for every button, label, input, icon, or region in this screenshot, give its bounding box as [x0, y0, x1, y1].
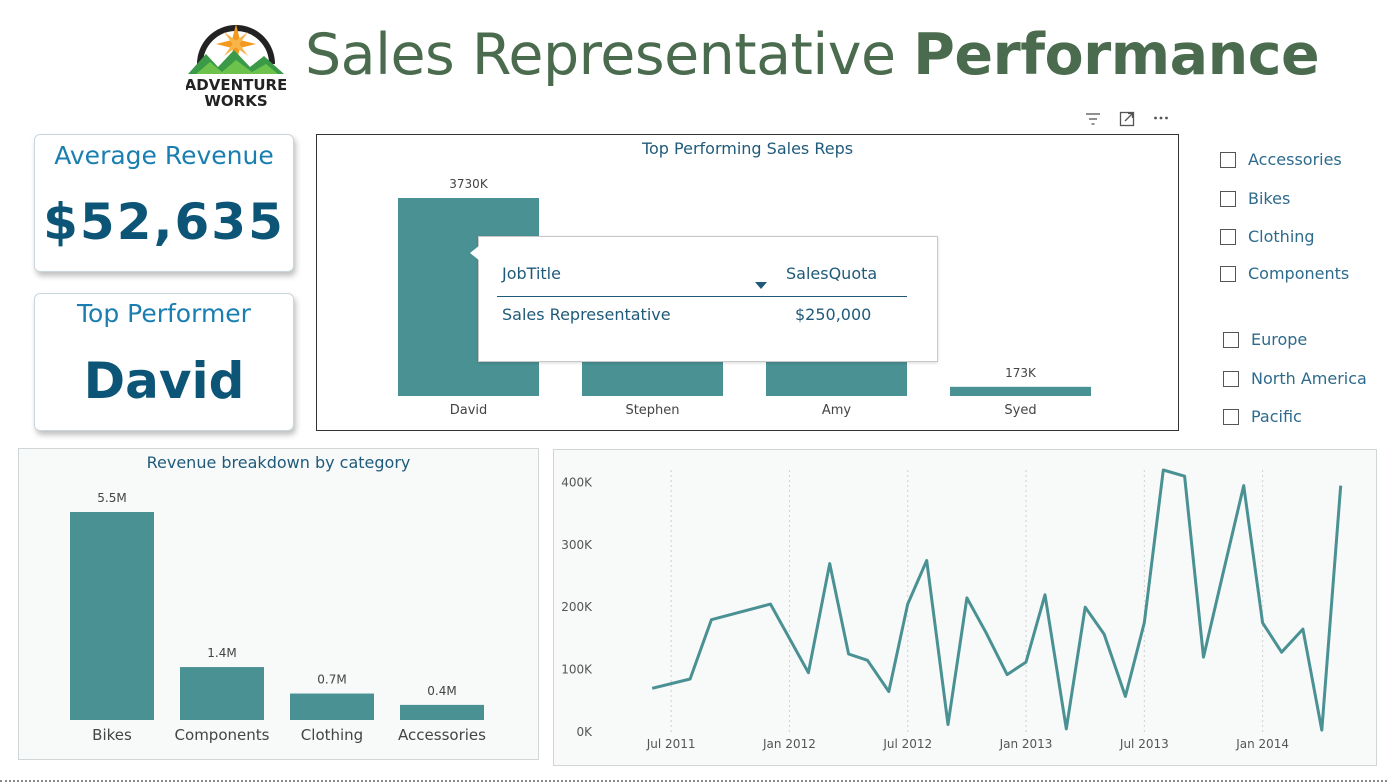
checkbox-icon[interactable] [1223, 408, 1239, 425]
checkbox-icon[interactable] [1220, 265, 1236, 282]
x-tick-label: Jan 2012 [762, 737, 816, 751]
revenue-trend-panel: 0K 100K 200K 300K 400K Jul 2011 Jan 2012 Jul 20… [553, 449, 1377, 766]
x-tick-label: Jan 2014 [1235, 737, 1289, 751]
data-label: 0.7M [317, 673, 346, 687]
category-label: Components [175, 726, 270, 744]
category-label: Accessories [398, 726, 486, 744]
revenue-line[interactable] [651, 468, 1343, 732]
checkbox-icon[interactable] [1220, 228, 1236, 245]
data-label: 3730K [449, 177, 489, 191]
more-options-icon[interactable] [1151, 110, 1171, 128]
logo-text-line2: WORKS [204, 92, 267, 110]
top-sales-reps-title: Top Performing Sales Reps [641, 139, 854, 158]
checkbox-icon[interactable] [1223, 331, 1239, 348]
logo-text-line1: ADVENTURE [186, 76, 286, 94]
slicer-item-accessories[interactable]: Accessories [1220, 150, 1342, 169]
tooltip-value-jobtitle: Sales Representative [502, 305, 671, 324]
tooltip-header-jobtitle: JobTitle [502, 264, 561, 283]
category-label: Bikes [92, 726, 132, 744]
average-revenue-card: Average Revenue $52,635 [34, 134, 294, 272]
focus-mode-icon[interactable] [1117, 110, 1137, 128]
page-bottom-border [0, 780, 1387, 782]
page-title-bold: Performance [913, 22, 1320, 88]
x-tick-label: Jul 2013 [1119, 737, 1169, 751]
bar-accessories[interactable] [400, 704, 484, 720]
page-title-regular: Sales Representative [305, 22, 914, 88]
slicer-label: Europe [1251, 330, 1308, 349]
sort-arrow-icon[interactable] [755, 282, 767, 290]
average-revenue-label: Average Revenue [54, 141, 274, 170]
top-performer-label: Top Performer [77, 299, 251, 328]
y-tick-label: 0K [576, 725, 593, 739]
revenue-breakdown-panel: Revenue breakdown by category 5.5M Bikes 1… [18, 448, 539, 760]
checkbox-icon[interactable] [1223, 370, 1239, 387]
bar-components[interactable] [180, 667, 264, 720]
y-tick-label: 400K [561, 475, 593, 489]
top-performer-card: Top Performer David [34, 293, 294, 431]
slicer-label: Pacific [1251, 407, 1302, 426]
filter-icon[interactable] [1083, 110, 1103, 128]
category-label: Syed [1004, 403, 1036, 418]
x-tick-label: Jan 2013 [999, 737, 1053, 751]
revenue-trend-chart: 0K 100K 200K 300K 400K Jul 2011 Jan 2012 Jul 20… [561, 468, 1343, 751]
slicer-item-components[interactable]: Components [1220, 264, 1349, 283]
slicer-label: Clothing [1248, 227, 1315, 246]
slicer-item-clothing[interactable]: Clothing [1220, 227, 1315, 246]
bar-clothing[interactable] [290, 693, 374, 720]
bar-bikes[interactable] [70, 512, 154, 720]
category-label: Amy [822, 403, 852, 418]
data-label: 5.5M [97, 491, 126, 505]
slicer-item-bikes[interactable]: Bikes [1220, 189, 1290, 208]
y-tick-label: 200K [561, 600, 593, 614]
data-label: 0.4M [427, 684, 456, 698]
tooltip-header-salesquota: SalesQuota [786, 264, 878, 283]
tooltip-divider [497, 296, 907, 297]
y-tick-label: 100K [561, 663, 593, 677]
tooltip-pointer [470, 245, 480, 261]
revenue-breakdown-title: Revenue breakdown by category [146, 453, 411, 472]
checkbox-icon[interactable] [1220, 151, 1236, 168]
checkbox-icon[interactable] [1220, 190, 1236, 207]
data-label: 1.4M [207, 646, 236, 660]
category-label: David [450, 403, 488, 418]
page-title: Sales Representative Performance [305, 22, 1320, 88]
revenue-breakdown-chart: 5.5M Bikes 1.4M Components 0.7M Clothing 0.4M A… [70, 491, 486, 744]
x-tick-label: Jul 2012 [882, 737, 932, 751]
slicer-label: Accessories [1248, 150, 1342, 169]
slicer-item-north-america[interactable]: North America [1223, 369, 1367, 388]
y-tick-label: 300K [561, 538, 593, 552]
tooltip-value-salesquota: $250,000 [795, 305, 872, 324]
slicer-label: Components [1248, 264, 1350, 283]
average-revenue-value: $52,635 [43, 193, 285, 251]
bar-syed[interactable] [950, 386, 1091, 396]
data-label: 173K [1005, 366, 1037, 380]
adventure-works-logo: ADVENTURE WORKS [185, 12, 287, 112]
slicer-label: Bikes [1248, 189, 1291, 208]
x-tick-label: Jul 2011 [646, 737, 696, 751]
category-label: Clothing [301, 726, 363, 744]
slicer-item-europe[interactable]: Europe [1223, 330, 1307, 349]
slicer-item-pacific[interactable]: Pacific [1223, 407, 1302, 426]
top-performer-value: David [83, 352, 245, 410]
tooltip: JobTitle SalesQuota Sales Representative… [470, 236, 938, 362]
slicer-label: North America [1251, 369, 1367, 388]
category-label: Stephen [625, 403, 679, 418]
